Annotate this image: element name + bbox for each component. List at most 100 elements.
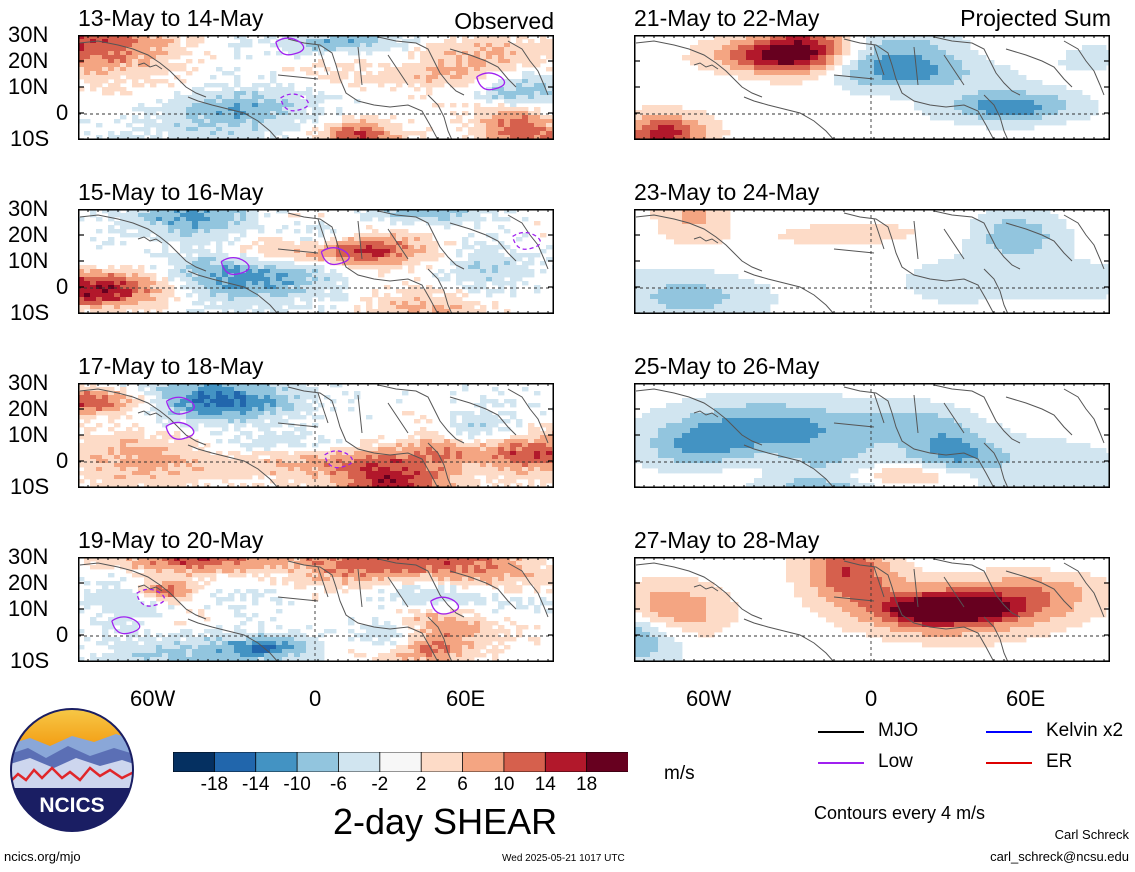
coastline (743, 96, 835, 140)
lat-label-row3: 10N (8, 422, 49, 447)
coastline (79, 40, 207, 98)
low-contour (323, 450, 354, 469)
coastline (79, 214, 207, 272)
coastline (427, 442, 453, 488)
legend-line-low (818, 762, 864, 764)
lat-label-row4: 10N (8, 596, 49, 621)
coastline (507, 214, 549, 270)
coastline (507, 388, 549, 444)
coastline (843, 386, 995, 488)
lon-label-0-right: 0 (865, 686, 878, 711)
colorbar-swatch (503, 752, 547, 772)
contours-note: Contours every 4 m/s (814, 803, 986, 823)
map-panel-left-1 (78, 35, 554, 140)
coastline (79, 562, 207, 620)
coastline (1005, 48, 1073, 88)
coastline (933, 210, 1021, 270)
colorbar-tick-label: 6 (457, 774, 468, 795)
lat-label-row4: 0 (56, 622, 69, 647)
colorbar-swatch (462, 752, 505, 772)
colorbar-tick-label: 18 (576, 774, 598, 795)
lat-label-row3: 20N (8, 396, 49, 421)
colorbar-title: 2-day SHEAR (333, 801, 558, 842)
coastline (933, 36, 1021, 96)
lat-label-row2: 10S (10, 300, 50, 325)
coastline (983, 616, 1009, 662)
coastline (1063, 388, 1105, 444)
colorbar-tick-label: -14 (241, 774, 270, 795)
coastline (427, 268, 453, 314)
map-panel-left-3 (78, 383, 554, 488)
map-panel-left-2 (78, 209, 554, 314)
lat-label-row3: 10S (10, 474, 50, 499)
low-contour (476, 72, 506, 91)
coastline (833, 218, 965, 260)
coastline (843, 38, 995, 140)
coastline (1063, 40, 1105, 96)
lat-label-row2: 30N (8, 196, 49, 221)
colorbar-tick-label: -10 (283, 774, 311, 795)
low-contour (511, 231, 542, 250)
coastline (983, 268, 1009, 314)
legend-label-er: ER (1046, 751, 1073, 772)
lat-label-row4: 10S (10, 648, 50, 673)
legend-line-kelvin (986, 731, 1032, 733)
panel-title-left-3: 17-May to 18-May (78, 353, 264, 379)
coastline (277, 44, 409, 86)
legend-line-er (986, 762, 1032, 764)
colorbar-swatch (586, 752, 628, 772)
colorbar-swatch (255, 752, 298, 772)
site-url: ncics.org/mjo (4, 849, 81, 864)
coastline (187, 270, 279, 314)
panel-title-right-1: 21-May to 22-May (634, 5, 820, 31)
lat-label-row3: 30N (8, 370, 49, 395)
panel-title-right-2: 23-May to 24-May (634, 179, 820, 205)
colorbar-swatch (296, 752, 340, 772)
coastline (137, 236, 163, 244)
colorbar-swatch (544, 752, 588, 772)
coastline (843, 560, 995, 662)
coastline (187, 618, 279, 662)
coastline (635, 214, 763, 272)
map-panel-right-4 (634, 557, 1110, 662)
lat-label-row2: 0 (56, 274, 69, 299)
coastline (449, 570, 517, 610)
legend-label-kelvin: Kelvin x2 (1046, 720, 1124, 741)
coastline (277, 218, 409, 260)
coastline (277, 566, 409, 608)
map-panel-right-2 (634, 209, 1110, 314)
colorbar-swatch (338, 752, 381, 772)
lon-label-60w-right: 60W (686, 686, 732, 711)
low-contour (279, 93, 310, 112)
coastline (137, 410, 163, 418)
panel-title-left-2: 15-May to 16-May (78, 179, 264, 205)
low-contour (165, 421, 195, 440)
low-contour (220, 257, 250, 276)
coastline (933, 558, 1021, 618)
legend-line-mjo (818, 731, 864, 733)
panel-title-right-4: 27-May to 28-May (634, 527, 820, 553)
coastline (427, 616, 453, 662)
lat-label-row1: 10N (8, 74, 49, 99)
low-contour (275, 37, 305, 56)
low-contour (111, 616, 141, 635)
lat-label-row2: 10N (8, 248, 49, 273)
coastline (377, 36, 465, 96)
coastline (843, 212, 995, 314)
lat-label-row1: 20N (8, 48, 49, 73)
legend-label-low: Low (878, 751, 913, 772)
colorbar-tick-label: 10 (493, 774, 515, 795)
colorbar-units: m/s (664, 763, 695, 784)
coastline (377, 210, 465, 270)
coastline (743, 444, 835, 488)
coastline (983, 94, 1009, 140)
coastline (277, 392, 409, 434)
low-contour (136, 588, 166, 607)
colorbar-swatch (173, 752, 216, 772)
lon-label-0-left: 0 (309, 686, 322, 711)
colorbar-tick-label: 14 (534, 774, 556, 795)
coastline (287, 386, 439, 488)
coastline (507, 40, 549, 96)
coastline (635, 388, 763, 446)
coastline (743, 618, 835, 662)
